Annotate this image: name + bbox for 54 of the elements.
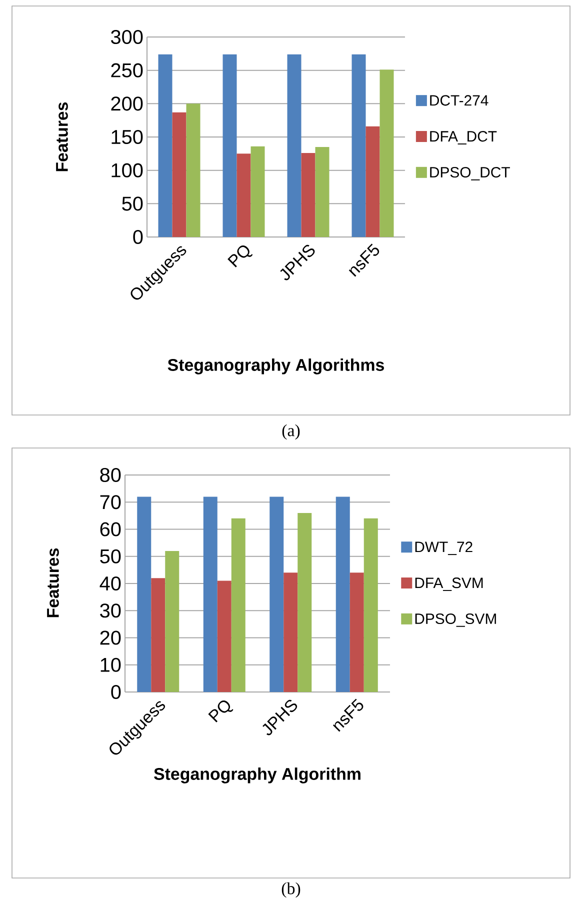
bar xyxy=(284,572,298,692)
bar xyxy=(137,496,152,692)
y-axis-title: Features xyxy=(56,102,68,172)
bar xyxy=(315,146,330,237)
bar xyxy=(336,496,350,692)
bar xyxy=(352,54,366,237)
bar xyxy=(151,578,166,692)
y-tick-label: 150 xyxy=(112,130,143,144)
y-axis-title: Features xyxy=(47,548,59,618)
bar xyxy=(270,496,284,692)
y-tick-label: 20 xyxy=(100,630,121,645)
x-tick-label: PQ xyxy=(228,245,253,268)
y-tick-label: 80 xyxy=(100,468,121,482)
y-tick-label: 50 xyxy=(122,196,143,211)
y-tick-label: 30 xyxy=(100,604,121,618)
bar xyxy=(186,104,200,237)
y-tick-label: 250 xyxy=(111,63,143,78)
text: (b) xyxy=(282,882,300,898)
bar xyxy=(158,54,172,237)
y-tick-label: 40 xyxy=(100,576,121,591)
bar xyxy=(222,54,237,237)
x-axis-title: Steganography Algorithm xyxy=(154,768,360,784)
legend-label: DPSO_DCT xyxy=(430,166,510,180)
bar xyxy=(366,126,380,237)
x-axis-title: Steganography Algorithms xyxy=(168,358,384,374)
legend-label: DFA_SVM xyxy=(415,578,483,591)
y-tick-label: 300 xyxy=(111,30,143,44)
bar xyxy=(287,54,302,237)
bar xyxy=(203,496,218,692)
y-tick-label: 50 xyxy=(100,549,121,564)
bar xyxy=(250,146,265,237)
y-tick-label: 0 xyxy=(133,230,143,244)
y-tick-label: 60 xyxy=(100,522,121,536)
bar xyxy=(301,152,316,237)
bar xyxy=(236,154,251,237)
bar xyxy=(231,518,246,692)
y-tick-label: 10 xyxy=(100,658,121,672)
x-tick-label: PQ xyxy=(208,700,234,722)
bar xyxy=(380,70,394,237)
y-tick-label: 0 xyxy=(111,684,121,700)
text: (a) xyxy=(282,424,300,440)
bar xyxy=(165,550,180,692)
bar xyxy=(298,512,312,692)
bar xyxy=(217,580,232,692)
y-tick-label: 70 xyxy=(100,495,121,510)
legend-label: DWT_72 xyxy=(415,542,472,556)
bar xyxy=(364,518,378,692)
bar xyxy=(172,112,186,237)
legend-label: DFA_DCT xyxy=(430,131,497,144)
y-tick-label: 100 xyxy=(112,163,143,178)
legend-label: DPSO_SVM xyxy=(415,613,496,627)
y-tick-label: 200 xyxy=(111,96,143,111)
legend-label: DCT-274 xyxy=(430,95,488,106)
bar xyxy=(350,572,364,692)
